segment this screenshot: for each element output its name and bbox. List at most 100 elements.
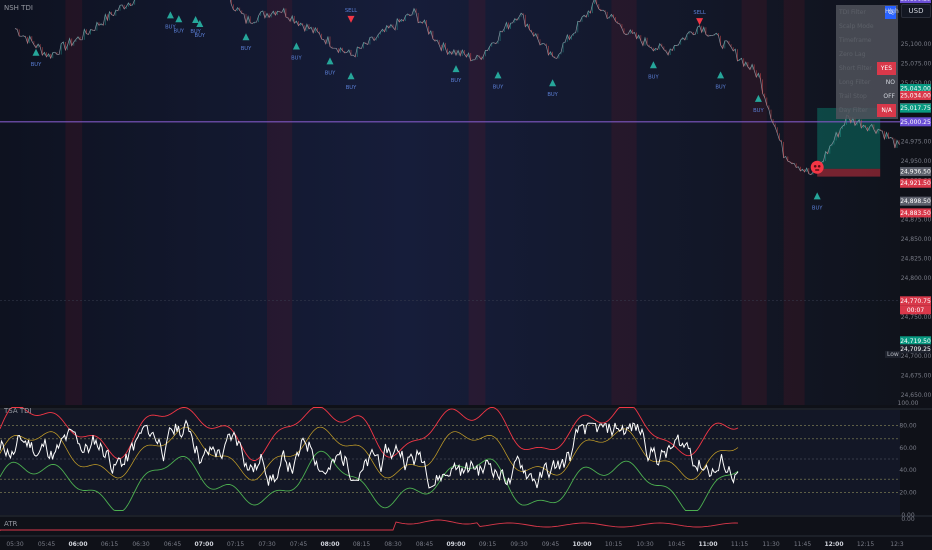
buy-label: BUY [753, 108, 764, 114]
tsa-indicator [0, 407, 900, 511]
currency-button[interactable]: USD [901, 4, 931, 18]
session-band [611, 0, 637, 405]
time-tick-label: 08:45 [416, 541, 433, 548]
tsa-signal-line [0, 426, 739, 481]
position-loss-zone [817, 168, 881, 177]
panel-row-key: TDI Filter [839, 9, 866, 16]
price-tick-label: 24,800.00 [901, 275, 932, 282]
panel-row-key: Timeframe [839, 37, 872, 44]
buy-arrow-icon [192, 16, 200, 24]
time-tick-label: 10:15 [605, 541, 622, 548]
price-tick-label: 24,875.00 [901, 217, 932, 224]
buy-arrow-icon [754, 94, 762, 102]
panel-row-value: O [885, 6, 896, 19]
atr-line [0, 519, 739, 531]
skull-eye [817, 164, 821, 168]
price-tick-label: 25,075.00 [901, 61, 932, 68]
buy-label: BUY [291, 56, 302, 62]
tsa-tick-label: 60.00 [899, 445, 916, 452]
price-tag [900, 208, 931, 218]
skull-markers [810, 160, 824, 174]
time-tick-label: 09:45 [542, 541, 559, 548]
buy-label: BUY [451, 78, 462, 84]
price-tag [900, 103, 931, 113]
price-tag-label: 24,898.50 [900, 198, 931, 205]
price-tag-label: 24,709.25 [900, 346, 931, 353]
buy-arrow-icon [452, 65, 460, 73]
skull-eye [813, 164, 817, 168]
time-tick-label: 11:00 [698, 541, 717, 548]
atr-tick-label: 0.00 [901, 516, 915, 523]
price-tag-label: 25,000.25 [900, 119, 931, 126]
time-tick-label: 12:3 [890, 541, 904, 548]
time-tick-label: 06:15 [101, 541, 118, 548]
tsa-axis[interactable]: 100.00 80.00 60.00 40.00 20.00 0.00 [898, 400, 919, 519]
time-tick-label: 07:15 [227, 541, 244, 548]
buy-label: BUY [812, 205, 823, 211]
panel-row: TDI Filter O [836, 6, 898, 19]
panel-row: Short Filter YES [836, 62, 898, 75]
tsa-upper-band [0, 407, 739, 461]
buy-label: BUY [493, 84, 504, 90]
session-band [468, 0, 486, 405]
time-tick-label: 06:45 [164, 541, 181, 548]
time-axis[interactable]: 05:30 05:45 06:00 06:15 06:30 06:45 07:00 07:15… [6, 541, 904, 548]
atr-label[interactable]: ATR [4, 520, 18, 528]
session-band [783, 0, 805, 405]
time-tick-label: 07:45 [290, 541, 307, 548]
price-tag [900, 344, 931, 354]
buy-arrow-icon [717, 71, 725, 79]
countdown-label: 00:07 [907, 307, 924, 314]
buy-label: BUY [547, 92, 558, 98]
buy-arrow-icon [292, 42, 300, 50]
buy-label: BUY [325, 70, 336, 76]
sell-arrow-icon [696, 18, 704, 26]
time-tick-label: 09:00 [446, 541, 465, 548]
time-tick-label: 08:15 [353, 541, 370, 548]
tsa-tick-label: 80.00 [899, 422, 916, 429]
price-tick-label: 24,950.00 [901, 158, 932, 165]
buy-label: BUY [648, 74, 659, 80]
tsa-pane-background [0, 410, 900, 515]
buy-arrow-icon [494, 71, 502, 79]
time-tick-label: 09:30 [510, 541, 527, 548]
buy-label: BUY [31, 62, 42, 68]
high-label: High [885, 8, 899, 15]
tsa-tick-label: 20.00 [899, 490, 916, 497]
price-tick-label: 24,750.00 [901, 314, 932, 321]
time-tick-label: 05:30 [6, 541, 23, 548]
panel-row-key: Scalp Mode [839, 23, 874, 30]
tsa-lower-band [0, 450, 739, 511]
horizontal-levels [0, 121, 900, 301]
panel-row-key: Long Filter [839, 79, 871, 86]
panel-row-value: YES [876, 62, 896, 75]
price-tag [900, 336, 931, 346]
tsa-label[interactable]: TSA TDI [4, 407, 32, 415]
time-tick-label: 08:30 [384, 541, 401, 548]
panel-row-key: Zero Lag [839, 51, 866, 58]
buy-arrow-icon [549, 79, 557, 87]
session-band [65, 0, 83, 405]
low-label: Low [885, 351, 901, 358]
price-tag [900, 83, 931, 93]
panel-row: Trail Stop OFF [836, 90, 898, 103]
panel-row: Long Filter NO [836, 76, 898, 89]
time-tick-label: 06:30 [132, 541, 149, 548]
panel-row-value: NO [885, 79, 895, 86]
price-tick-label: 24,850.00 [901, 236, 932, 243]
skull-mouth [815, 169, 820, 171]
price-tag-label: 25,043.00 [900, 85, 931, 92]
skull-icon [810, 160, 824, 174]
buy-arrow-icon [166, 11, 174, 19]
tsa-tick-label: 40.00 [899, 467, 916, 474]
tsa-tick-label: 100.00 [898, 400, 919, 407]
panel-row-value: OFF [883, 93, 895, 100]
price-axis[interactable]: 25,100.00 25,075.00 25,050.00 24,975.00 24,9… [900, 0, 932, 405]
price-tick-label: 24,700.00 [901, 353, 932, 360]
panel-row-key: Trail Stop [839, 93, 867, 100]
tsa-rsi-line [0, 419, 739, 489]
price-tag [900, 90, 931, 100]
price-tag-label: 25,017.75 [900, 105, 931, 112]
indicator-title[interactable]: NSH TDI [4, 4, 33, 12]
